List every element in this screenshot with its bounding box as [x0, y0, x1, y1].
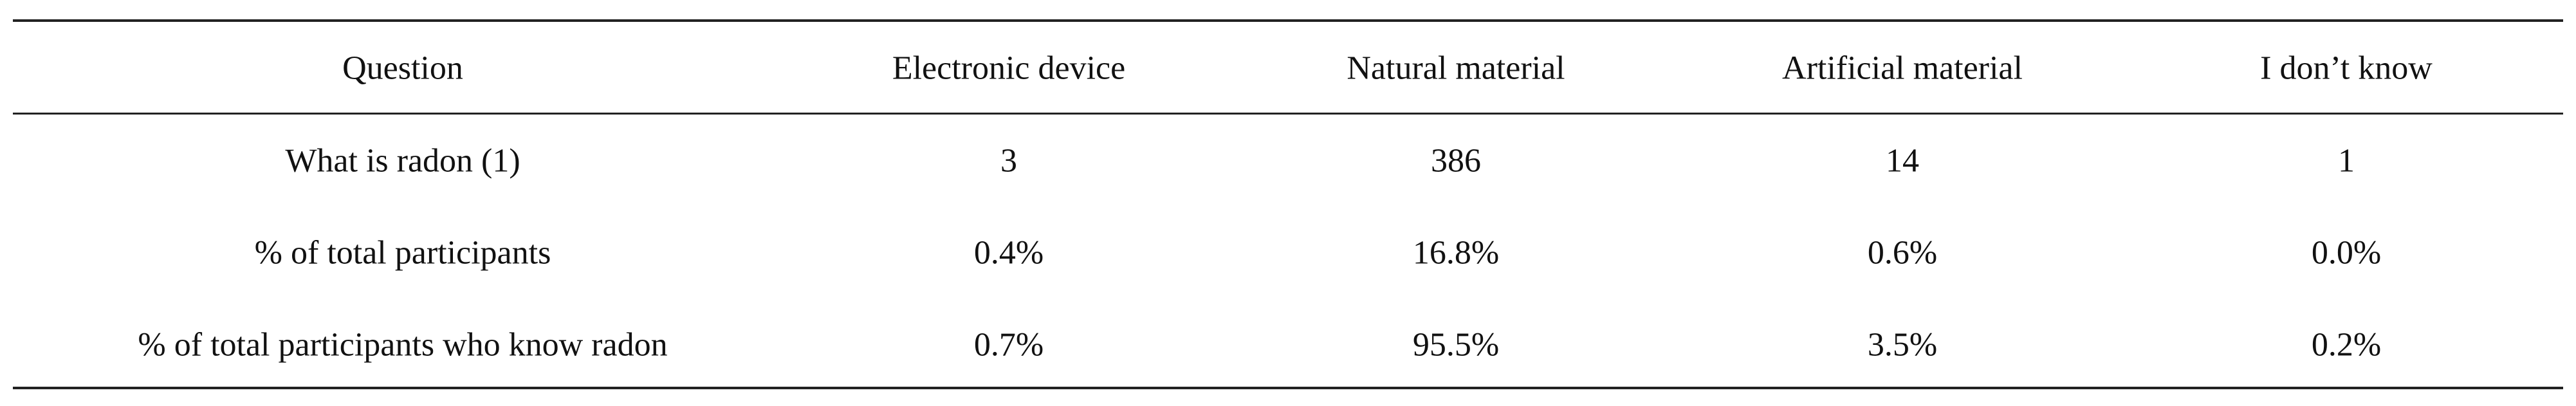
row-label: % of total participants who know radon — [138, 326, 668, 364]
row-label: What is radon (1) — [285, 142, 520, 180]
header-cell: Question — [342, 50, 463, 87]
table-cell: 3.5% — [1867, 326, 1938, 364]
table-cell: 0.4% — [973, 234, 1044, 272]
top-rule — [13, 19, 2563, 22]
table-cell: 0.7% — [973, 326, 1044, 364]
table-cell: 0.0% — [2311, 234, 2382, 272]
header-cell: I don’t know — [2260, 50, 2433, 87]
row-label: % of total participants — [254, 234, 551, 272]
table-cell: 16.8% — [1412, 234, 1500, 272]
table-cell: 95.5% — [1412, 326, 1500, 364]
table-cell: 1 — [2338, 142, 2355, 180]
table-cell: 14 — [1886, 142, 1919, 180]
bottom-rule — [13, 387, 2563, 389]
table-cell: 0.6% — [1867, 234, 1938, 272]
table-cell: 3 — [1000, 142, 1017, 180]
header-cell: Natural material — [1347, 50, 1565, 87]
header-cell: Artificial material — [1782, 50, 2023, 87]
header-rule — [13, 113, 2563, 115]
table-cell: 0.2% — [2311, 326, 2382, 364]
table-cell: 386 — [1431, 142, 1481, 180]
header-cell: Electronic device — [892, 50, 1126, 87]
